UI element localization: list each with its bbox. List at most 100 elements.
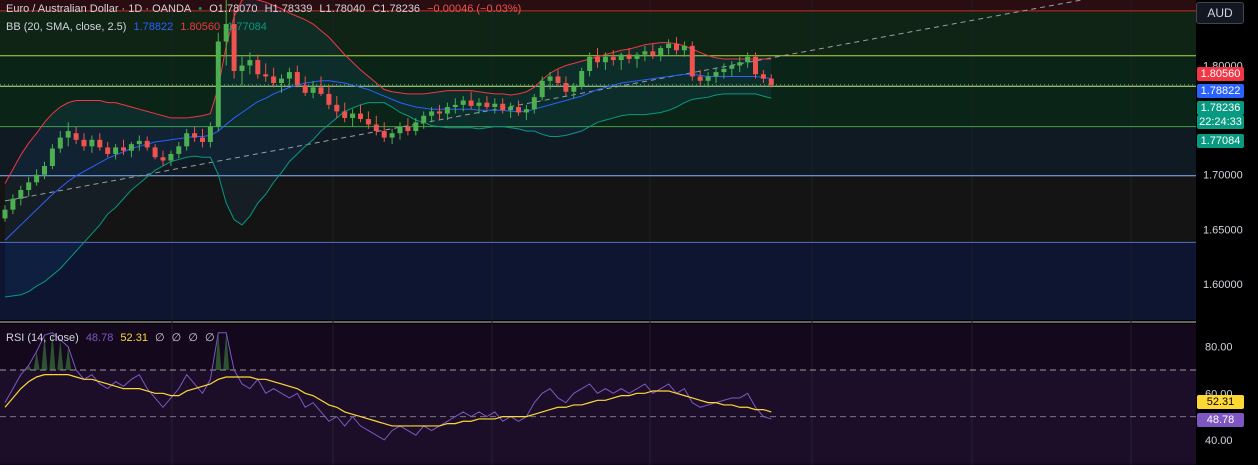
candle-body[interactable]	[516, 107, 521, 113]
candle-body[interactable]	[310, 87, 316, 93]
candle-body[interactable]	[476, 102, 482, 106]
candle-body[interactable]	[239, 65, 245, 71]
rsi-line[interactable]	[4, 332, 772, 441]
candle-body[interactable]	[34, 174, 40, 183]
candle-body[interactable]	[49, 148, 55, 166]
candle-body[interactable]	[294, 72, 300, 86]
candle-body[interactable]	[26, 182, 32, 191]
candle-body[interactable]	[10, 198, 16, 210]
candle-body[interactable]	[508, 107, 514, 111]
candle-body[interactable]	[681, 45, 687, 51]
candle-body[interactable]	[200, 137, 205, 142]
candle-body[interactable]	[192, 133, 198, 138]
candle-body[interactable]	[523, 109, 529, 113]
candle-body[interactable]	[547, 76, 553, 81]
candle-body[interactable]	[73, 133, 79, 140]
candle-body[interactable]	[381, 131, 387, 138]
candle-body[interactable]	[302, 85, 308, 93]
candle-body[interactable]	[579, 70, 585, 87]
candle-body[interactable]	[207, 126, 213, 142]
candle-body[interactable]	[81, 139, 87, 147]
bb-lower-line[interactable]	[4, 93, 772, 298]
candle-body[interactable]	[674, 43, 679, 51]
rsi-label[interactable]: RSI (14, close)	[6, 332, 79, 344]
currency-button[interactable]: AUD	[1196, 2, 1244, 24]
candle-body[interactable]	[144, 140, 150, 148]
candle-body[interactable]	[152, 147, 158, 158]
candle-body[interactable]	[350, 113, 356, 118]
candle-body[interactable]	[168, 153, 174, 161]
candle-body[interactable]	[452, 104, 458, 108]
candle-body[interactable]	[255, 60, 261, 75]
bb-upper-line[interactable]	[4, 0, 772, 184]
candle-body[interactable]	[223, 24, 229, 42]
candle-body[interactable]	[365, 119, 371, 125]
rsi-ma-line[interactable]	[4, 374, 772, 427]
candle-body[interactable]	[97, 139, 103, 148]
candle-body[interactable]	[760, 74, 766, 79]
candle-body[interactable]	[595, 56, 600, 63]
candle-body[interactable]	[231, 24, 237, 71]
candle-body[interactable]	[563, 82, 569, 92]
trendline[interactable]	[4, 0, 1196, 202]
candle-body[interactable]	[587, 56, 593, 71]
candle-body[interactable]	[666, 43, 672, 49]
candle-body[interactable]	[136, 140, 142, 145]
candle-body[interactable]	[705, 76, 711, 81]
candle-body[interactable]	[429, 111, 435, 116]
candle-body[interactable]	[484, 102, 490, 108]
candle-body[interactable]	[271, 76, 277, 83]
candle-body[interactable]	[460, 100, 466, 105]
candle-body[interactable]	[89, 139, 95, 147]
candle-body[interactable]	[539, 80, 545, 98]
candle-body[interactable]	[745, 56, 751, 63]
candle-body[interactable]	[634, 54, 640, 59]
candle-body[interactable]	[334, 104, 340, 112]
candle-body[interactable]	[326, 93, 332, 105]
candle-body[interactable]	[610, 56, 616, 61]
candle-body[interactable]	[263, 74, 269, 77]
candle-body[interactable]	[697, 76, 703, 81]
candle-body[interactable]	[318, 87, 324, 94]
candle-body[interactable]	[713, 72, 719, 77]
candle-body[interactable]	[626, 54, 632, 59]
candle-body[interactable]	[618, 54, 624, 61]
candle-body[interactable]	[389, 133, 395, 138]
candle-body[interactable]	[468, 100, 474, 106]
candle-body[interactable]	[286, 72, 292, 79]
candle-body[interactable]	[128, 144, 134, 151]
candle-body[interactable]	[658, 48, 664, 56]
candle-body[interactable]	[437, 111, 442, 114]
candle-body[interactable]	[105, 147, 111, 154]
candle-body[interactable]	[444, 107, 450, 114]
candle-body[interactable]	[650, 51, 656, 56]
bb-label[interactable]: BB (20, SMA, close, 2.5)	[6, 21, 127, 33]
candle-body[interactable]	[721, 68, 727, 73]
candle-body[interactable]	[768, 78, 774, 86]
candle-body[interactable]	[405, 126, 411, 132]
candle-body[interactable]	[421, 115, 427, 123]
symbol-title[interactable]: Euro / Australian Dollar · 1D · OANDA	[6, 3, 192, 15]
candle-body[interactable]	[373, 124, 379, 132]
candle-body[interactable]	[2, 209, 8, 219]
candle-body[interactable]	[184, 133, 190, 147]
candle-body[interactable]	[413, 122, 419, 132]
candle-body[interactable]	[531, 97, 537, 110]
candle-body[interactable]	[176, 146, 182, 154]
candle-body[interactable]	[65, 131, 71, 138]
candle-body[interactable]	[121, 147, 126, 151]
candle-body[interactable]	[571, 86, 577, 92]
candle-body[interactable]	[113, 147, 119, 154]
candle-body[interactable]	[397, 126, 403, 134]
candle-body[interactable]	[737, 62, 743, 66]
candle-body[interactable]	[18, 190, 24, 199]
candle-body[interactable]	[42, 165, 47, 175]
candle-body[interactable]	[279, 78, 284, 83]
candle-body[interactable]	[492, 103, 498, 108]
candle-body[interactable]	[602, 56, 608, 63]
candle-body[interactable]	[729, 65, 735, 69]
candle-body[interactable]	[358, 113, 363, 120]
candle-body[interactable]	[753, 56, 758, 75]
candle-body[interactable]	[500, 103, 506, 111]
